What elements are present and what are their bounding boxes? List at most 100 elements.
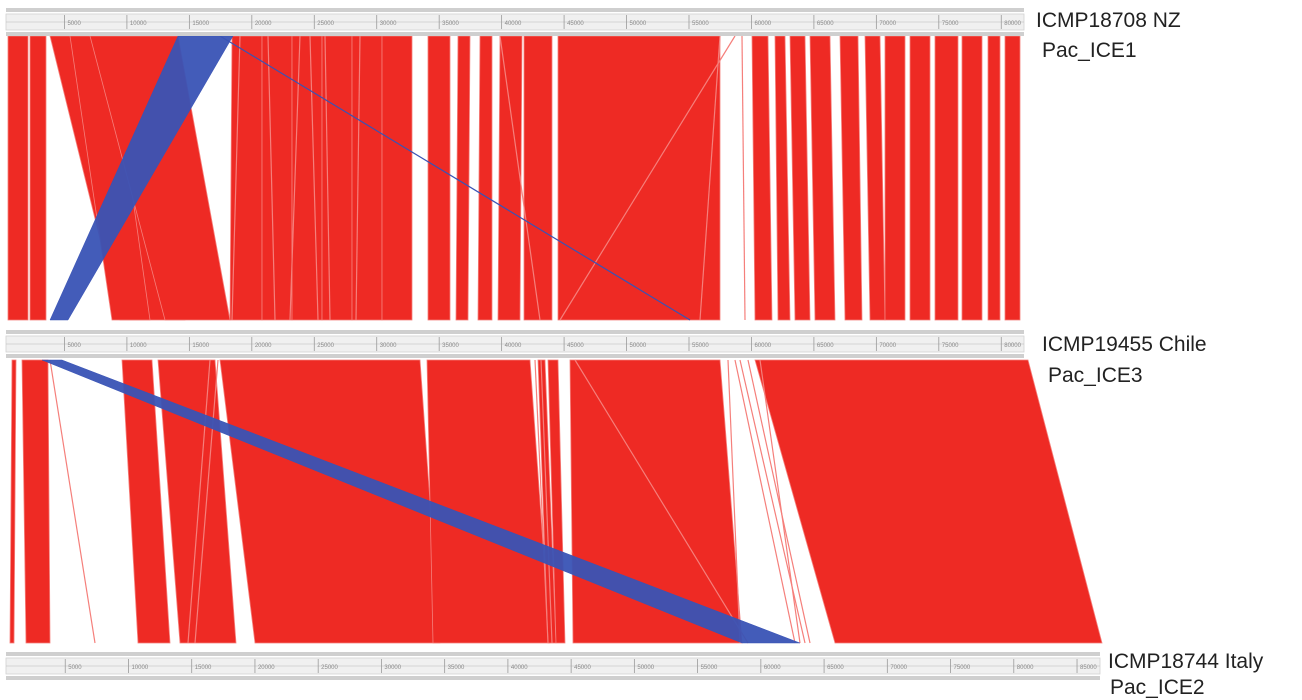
ruler-tick-label: 20000 [258,665,275,671]
ruler-tick-label: 35000 [442,21,459,27]
Pac_ICE1-vs-Pac_ICE3 [7,35,1021,321]
direct-match-line [534,359,549,644]
direct-match-band [9,359,17,644]
direct-match-band [789,35,811,321]
ruler-tick-label: 65000 [827,665,844,671]
direct-match-band [961,35,983,321]
direct-match-line [194,359,219,644]
synteny-bands [7,35,1103,644]
direct-match-band [523,35,553,321]
ruler-bottom-bar [6,354,1024,358]
ruler-tick-label: 30000 [380,21,397,27]
direct-match-band [426,359,551,644]
ruler-tick-label: 5000 [67,343,81,349]
ruler-tick-label: 50000 [630,343,647,349]
ruler-top-bar [6,652,1100,656]
ruler-tick-label: 75000 [942,21,959,27]
direct-match-band [774,35,791,321]
direct-match-band [839,35,863,321]
ruler-tick-label: 10000 [130,343,147,349]
ruler-tick-label: 10000 [130,21,147,27]
direct-match-line [540,359,553,644]
direct-match-line [699,35,721,321]
ruler-tick-label: 80000 [1004,343,1021,349]
direct-match-band [809,35,836,321]
ruler-tick-label: 20000 [255,21,272,27]
ruler-tick-label: 25000 [317,343,334,349]
genome-ruler: 5000 10000 15000 20000 25000 30000 35000 40000 4… [5,330,1025,358]
ruler-tick-label: 45000 [567,21,584,27]
direct-match-line [309,35,319,321]
direct-match-band [477,35,493,321]
ruler-tick-label: 60000 [764,665,781,671]
genome-1-name: ICMP18708 NZ [1036,9,1181,32]
direct-match-line [231,35,241,321]
direct-match-band [751,35,773,321]
ruler-tick-label: 40000 [505,21,522,27]
ruler-bottom-bar [6,32,1024,36]
ruler-tick-label: 50000 [630,21,647,27]
direct-match-line [559,35,736,321]
ruler-tick-label: 35000 [442,343,459,349]
ruler-tick-label: 45000 [574,665,591,671]
ruler-tick-label: 45000 [567,343,584,349]
Pac_ICE3-vs-Pac_ICE2 [9,359,1103,644]
genome-rulers: 5000 10000 15000 20000 25000 30000 35000 40000 4… [5,8,1101,680]
ruler-tick-label: 70000 [879,343,896,349]
direct-match-line [499,35,541,321]
ruler-top-bar [6,8,1024,12]
direct-match-band [29,35,47,321]
direct-match-band [381,35,413,321]
direct-match-line [727,359,741,644]
direct-match-band [497,35,523,321]
direct-match-band [261,35,293,321]
direct-match-band [1004,35,1021,321]
direct-match-band [557,35,721,321]
ruler-tick-label: 70000 [879,21,896,27]
direct-match-band [21,359,51,644]
direct-match-line [187,359,211,644]
ruler-tick-label: 10000 [131,665,148,671]
direct-match-band [229,35,263,321]
direct-match-band [291,35,323,321]
genome-3-element: Pac_ICE2 [1110,676,1205,699]
ruler-tick-label: 70000 [890,665,907,671]
direct-match-band [864,35,886,321]
direct-match-band [321,35,353,321]
direct-match-band [909,35,931,321]
ruler-tick-label: 55000 [692,343,709,349]
direct-match-line [759,359,801,644]
direct-match-line [355,35,361,321]
ruler-tick-label: 25000 [321,665,338,671]
ruler-tick-label: 15000 [192,21,209,27]
ruler-top-bar [6,330,1024,334]
direct-match-line [734,359,796,644]
ruler-tick-label: 5000 [67,21,81,27]
genome-ruler: 5000 10000 15000 20000 25000 30000 35000 40000 4… [5,652,1101,680]
direct-match-line [739,359,806,644]
ruler-tick-label: 20000 [255,343,272,349]
ruler-tick-label: 80000 [1004,21,1021,27]
ruler-tick-label: 80000 [1017,665,1034,671]
direct-match-band [7,35,29,321]
direct-match-band [934,35,959,321]
ruler-tick-label: 50000 [637,665,654,671]
direct-match-line [574,359,749,644]
inverted-match-band [41,359,801,644]
genome-2-name: ICMP19455 Chile [1042,333,1207,356]
ruler-tick-label: 65000 [817,21,834,27]
ruler-tick-label: 30000 [380,343,397,349]
direct-match-line [49,359,96,644]
ruler-tick-label: 15000 [195,665,212,671]
direct-match-band [987,35,1001,321]
genome-2-element: Pac_ICE3 [1048,364,1143,387]
ruler-tick-label: 55000 [701,665,718,671]
ruler-tick-label: 35000 [448,665,465,671]
direct-match-line [267,35,276,321]
direct-match-line [324,35,331,321]
genome-ruler: 5000 10000 15000 20000 25000 30000 35000 40000 4… [5,8,1025,36]
genome-1-element: Pac_ICE1 [1042,39,1137,62]
direct-match-band [754,359,1103,644]
direct-match-line [741,35,746,321]
